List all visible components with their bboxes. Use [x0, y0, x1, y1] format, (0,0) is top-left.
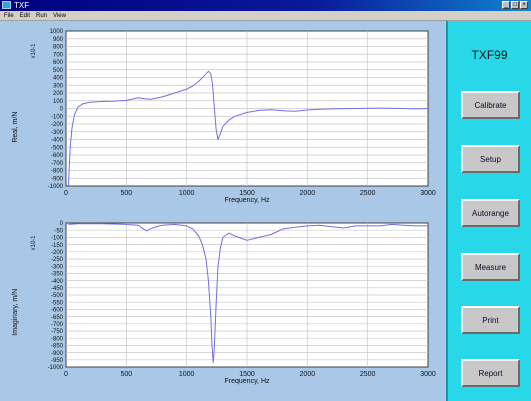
y-tick-label: -200: [51, 122, 64, 128]
x-axis-label: Frequency, Hz: [225, 378, 270, 385]
x-tick-label: 1000: [179, 371, 195, 378]
y-tick-label: -600: [51, 308, 64, 314]
menu-view[interactable]: View: [53, 12, 66, 19]
y-tick-label: -650: [51, 315, 64, 321]
y-axis-label: Imaginary, m/N: [12, 289, 19, 336]
title-bar[interactable]: TXF _ □ ×: [0, 0, 531, 11]
y-tick-label: -700: [51, 322, 64, 328]
y-tick-label: 500: [53, 68, 64, 74]
chart-imaginary: 0 500 1000 1500 2000 2500 30000-50-100-150-200…: [12, 221, 436, 385]
y-tick-label: -900: [51, 176, 64, 182]
measure-button[interactable]: Measure: [461, 253, 520, 281]
print-button[interactable]: Print: [461, 306, 520, 334]
setup-button[interactable]: Setup: [461, 145, 520, 173]
report-button[interactable]: Report: [461, 359, 520, 387]
menu-file[interactable]: File: [4, 12, 14, 19]
y-tick-label: -50: [54, 228, 63, 234]
y-tick-label: 800: [53, 45, 64, 51]
y-tick-label: 200: [53, 91, 64, 97]
y-tick-label: -1000: [48, 184, 64, 190]
autorange-button[interactable]: Autorange: [461, 199, 520, 227]
close-button[interactable]: ×: [520, 1, 528, 9]
x-tick-label: 1500: [239, 190, 255, 197]
y-scale-label: x10-1: [31, 43, 37, 59]
control-sidebar: TXF99 Calibrate Setup Autorange Measure …: [446, 21, 531, 401]
x-tick-label: 1500: [239, 371, 255, 378]
y-tick-label: -750: [51, 329, 64, 335]
series-line-real: [67, 70, 429, 187]
y-tick-label: -550: [51, 300, 64, 306]
y-axis-label: Real, m/N: [12, 112, 19, 143]
x-tick-label: 3000: [420, 371, 436, 378]
x-axis-label: Frequency, Hz: [225, 197, 270, 204]
y-tick-label: 100: [53, 99, 64, 105]
app-icon: [2, 1, 11, 9]
menu-edit[interactable]: Edit: [19, 12, 31, 19]
y-tick-label: -150: [51, 243, 64, 249]
y-tick-label: -500: [51, 293, 64, 299]
x-tick-label: 2000: [300, 190, 316, 197]
y-scale-label: x10-1: [31, 235, 37, 251]
y-tick-label: -350: [51, 272, 64, 278]
y-tick-label: -1000: [48, 365, 64, 371]
y-tick-label: 900: [53, 37, 64, 43]
y-tick-label: -700: [51, 161, 64, 167]
y-tick-label: -800: [51, 336, 64, 342]
series-line-imaginary: [68, 223, 428, 364]
x-tick-label: 0: [64, 190, 68, 197]
menu-run[interactable]: Run: [36, 12, 48, 19]
y-tick-label: 0: [60, 107, 64, 113]
y-tick-label: -850: [51, 344, 64, 350]
x-tick-label: 2000: [300, 371, 316, 378]
y-tick-label: -950: [51, 358, 64, 364]
plots-svg: 0 500 1000 1500 2000 2500 30001000900800700600…: [12, 29, 436, 385]
y-tick-label: 700: [53, 52, 64, 58]
window-title: TXF: [14, 1, 30, 10]
y-tick-label: 600: [53, 60, 64, 66]
y-tick-label: -200: [51, 250, 64, 256]
y-tick-label: -400: [51, 279, 64, 285]
device-name-label: TXF99: [471, 48, 508, 62]
calibrate-button[interactable]: Calibrate: [461, 91, 520, 119]
y-tick-label: 300: [53, 83, 64, 89]
x-tick-label: 2500: [360, 190, 376, 197]
maximize-button[interactable]: □: [511, 1, 519, 9]
y-tick-label: -100: [51, 114, 64, 120]
y-tick-label: -450: [51, 286, 64, 292]
y-tick-label: -900: [51, 351, 64, 357]
x-tick-label: 0: [64, 371, 68, 378]
plot-area: 0 500 1000 1500 2000 2500 3000 1000 900 800 700 600…: [0, 21, 446, 401]
window-controls: _ □ ×: [502, 1, 528, 9]
x-tick-label: 3000: [420, 190, 436, 197]
x-tick-label: 500: [120, 190, 132, 197]
minimize-button[interactable]: _: [502, 1, 510, 9]
y-tick-label: 400: [53, 76, 64, 82]
y-tick-label: 0: [60, 221, 64, 227]
y-tick-label: -600: [51, 153, 64, 159]
x-tick-label: 1000: [179, 190, 195, 197]
y-tick-label: 1000: [50, 29, 64, 35]
y-tick-label: -800: [51, 169, 64, 175]
y-tick-label: -500: [51, 145, 64, 151]
x-tick-label: 2500: [360, 371, 376, 378]
y-tick-label: -400: [51, 138, 64, 144]
y-tick-label: -300: [51, 264, 64, 270]
y-tick-label: -100: [51, 236, 64, 242]
menu-bar: File Edit Run View: [0, 11, 531, 21]
y-tick-label: -300: [51, 130, 64, 136]
chart-real: 0 500 1000 1500 2000 2500 30001000900800700600…: [12, 29, 436, 204]
x-tick-label: 500: [120, 371, 132, 378]
y-tick-label: -250: [51, 257, 64, 263]
